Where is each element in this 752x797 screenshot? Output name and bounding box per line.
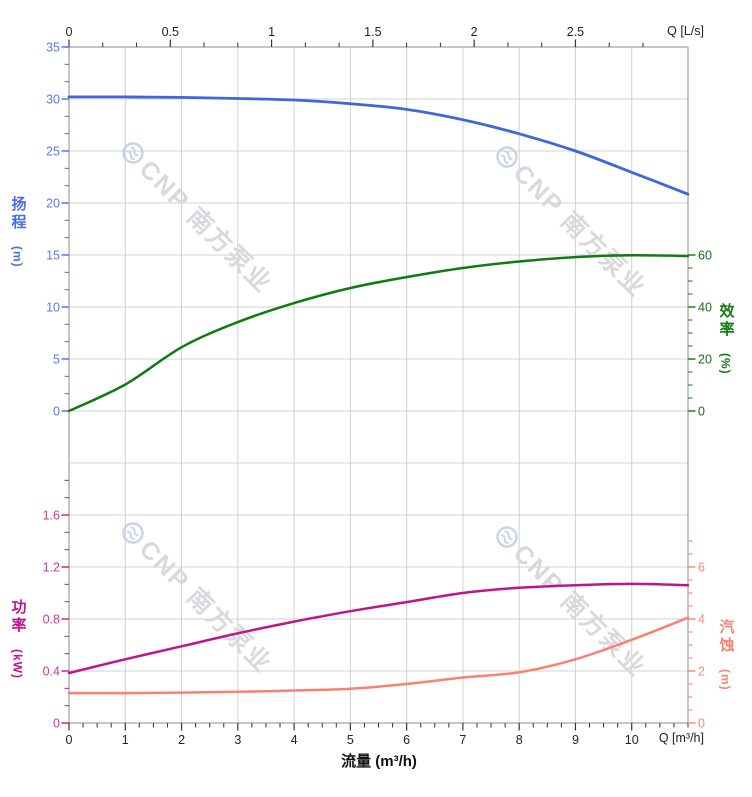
x-axis-bottom: 0 1 2 3 4 5 6 7 8 9 10 <box>66 723 689 747</box>
svg-text:6: 6 <box>698 561 705 575</box>
power-axis: 0 0.4 0.8 1.2 1.6 <box>43 479 69 731</box>
svg-text:8: 8 <box>516 733 523 747</box>
brand-watermark: CNP 南方泵业 <box>122 142 278 299</box>
svg-text:20: 20 <box>46 197 60 211</box>
eff-axis: 0 20 40 60 <box>688 249 712 419</box>
watermark-text: CNP 南方泵业 <box>508 538 652 682</box>
npsh-curve <box>67 616 690 695</box>
head-axis-title: 扬程 (m) <box>9 196 27 268</box>
svg-text:0: 0 <box>53 405 60 419</box>
wave-circle-logo-icon <box>496 526 518 548</box>
x-axis-top: 0 0.5 1 1.5 2 2.5 <box>66 25 644 47</box>
svg-text:0: 0 <box>66 25 73 39</box>
brand-watermark: CNP 南方泵业 <box>496 526 652 683</box>
watermark-text: CNP 南方泵业 <box>134 534 278 678</box>
svg-text:2: 2 <box>178 733 185 747</box>
npsh-axis-title: 汽蚀 (m) <box>717 619 735 691</box>
svg-text:60: 60 <box>698 249 712 263</box>
svg-text:6: 6 <box>403 733 410 747</box>
svg-text:1.2: 1.2 <box>43 561 60 575</box>
svg-text:1: 1 <box>268 25 275 39</box>
svg-text:1: 1 <box>122 733 129 747</box>
svg-text:2: 2 <box>698 665 705 679</box>
svg-text:0.8: 0.8 <box>43 613 60 627</box>
svg-text:0: 0 <box>53 717 60 731</box>
svg-text:2.5: 2.5 <box>567 25 584 39</box>
power-axis-title-text: 功率 <box>9 599 27 635</box>
svg-text:10: 10 <box>625 733 639 747</box>
npsh-axis-unit: (m) <box>718 669 733 691</box>
svg-text:40: 40 <box>698 301 712 315</box>
svg-text:30: 30 <box>46 93 60 107</box>
npsh-axis-title-text: 汽蚀 <box>717 619 735 655</box>
svg-text:0: 0 <box>66 733 73 747</box>
svg-text:35: 35 <box>46 41 60 55</box>
curves <box>67 95 690 695</box>
svg-text:10: 10 <box>46 301 60 315</box>
svg-text:4: 4 <box>698 613 705 627</box>
top-axis-unit-label: Q [L/s] <box>667 24 704 38</box>
gridlines <box>69 47 688 723</box>
svg-text:7: 7 <box>459 733 466 747</box>
npsh-axis: 0 2 4 6 <box>688 540 705 731</box>
svg-text:15: 15 <box>46 249 60 263</box>
svg-text:5: 5 <box>347 733 354 747</box>
flow-axis-title: 流量 (m³/h) <box>341 753 417 770</box>
efficiency-axis-unit: (%) <box>718 353 733 375</box>
svg-text:0: 0 <box>698 405 705 419</box>
svg-text:0.5: 0.5 <box>162 25 179 39</box>
svg-text:5: 5 <box>53 353 60 367</box>
svg-text:1.5: 1.5 <box>364 25 381 39</box>
efficiency-axis-title: 效率 (%) <box>717 303 735 375</box>
power-curve <box>67 582 690 675</box>
svg-text:0: 0 <box>698 717 705 731</box>
svg-text:0.4: 0.4 <box>43 665 60 679</box>
power-axis-unit: (kW) <box>10 649 25 680</box>
bottom-axis-unit-label: Q [m³/h] <box>658 731 704 745</box>
wave-circle-logo-icon <box>496 146 518 168</box>
wave-circle-logo-icon <box>122 142 144 164</box>
svg-text:4: 4 <box>291 733 298 747</box>
watermark-text: CNP 南方泵业 <box>508 158 652 302</box>
svg-text:20: 20 <box>698 353 712 367</box>
svg-text:3: 3 <box>234 733 241 747</box>
wave-circle-logo-icon <box>122 522 144 544</box>
svg-text:2: 2 <box>471 25 478 39</box>
brand-watermark: CNP 南方泵业 <box>496 146 652 303</box>
svg-text:1.6: 1.6 <box>43 509 60 523</box>
head-axis: 0 5 10 15 20 25 30 35 <box>46 41 69 419</box>
head-axis-unit: (m) <box>10 246 25 268</box>
brand-watermark: CNP 南方泵业 <box>122 522 278 679</box>
svg-text:9: 9 <box>572 733 579 747</box>
head-curve <box>67 95 690 196</box>
svg-text:25: 25 <box>46 145 60 159</box>
power-axis-title: 功率 (kW) <box>9 599 27 680</box>
efficiency-axis-title-text: 效率 <box>717 303 735 339</box>
head-axis-title-text: 扬程 <box>9 196 27 232</box>
watermark-text: CNP 南方泵业 <box>134 154 278 298</box>
eff-curve <box>67 254 690 413</box>
